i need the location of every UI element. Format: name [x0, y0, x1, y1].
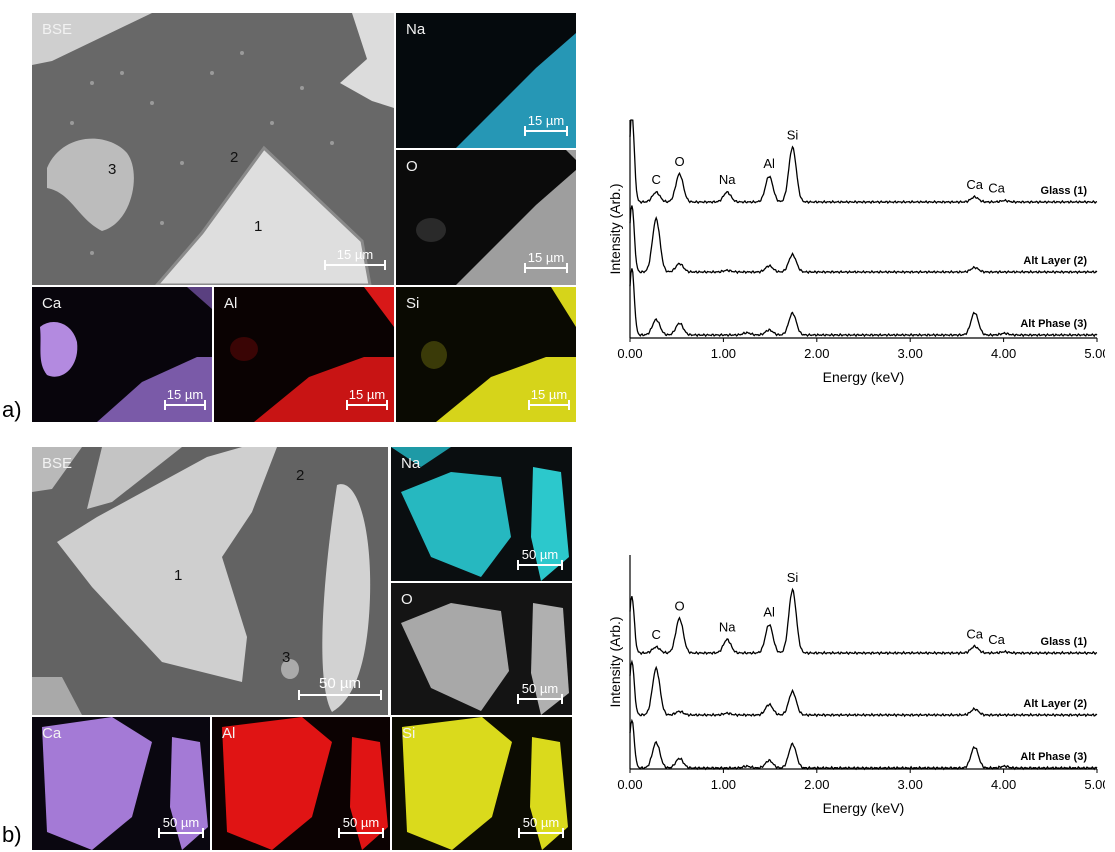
- map-na-b: Na 50 µm: [391, 447, 572, 581]
- x-tick-label: 2.00: [804, 777, 829, 792]
- spectrum-line: [629, 659, 1098, 718]
- bse-label-b: BSE: [42, 455, 73, 472]
- map-scalebar: 15 µm: [524, 113, 568, 136]
- map-label: Ca: [42, 295, 62, 312]
- map-si-b: Si 50 µm: [392, 717, 572, 850]
- x-tick-label: 0.00: [617, 346, 642, 361]
- peak-label: Ca: [966, 177, 983, 192]
- map-label: Al: [222, 725, 236, 742]
- peak-label: Al: [763, 605, 775, 620]
- eds-spectra-chart-b: 0.00 1.00 2.00 3.00 4.00 5.00 Energy (keV) Inte…: [607, 555, 1105, 816]
- series-label: Glass (1): [1041, 636, 1088, 648]
- x-tick-label: 4.00: [991, 346, 1016, 361]
- series-label: Alt Layer (2): [1023, 255, 1087, 267]
- spectrum-line: [629, 268, 1098, 338]
- map-ca-b: Ca 50 µm: [32, 717, 210, 850]
- map-scalebar: 50 µm: [517, 547, 563, 570]
- x-tick-label: 1.00: [711, 346, 736, 361]
- map-label: O: [406, 158, 418, 175]
- map-label: Al: [224, 295, 238, 312]
- phase-label-2-b: 2: [296, 467, 305, 484]
- series-label: Alt Phase (3): [1020, 751, 1087, 763]
- phase-label-3-a: 3: [108, 161, 117, 178]
- map-scalebar: 15 µm: [524, 250, 568, 273]
- bse-image-b: BSE 1 2 3 50 µm: [32, 447, 388, 715]
- peak-label: Ca: [988, 632, 1005, 647]
- map-na-a: Na 15 µm: [396, 13, 576, 148]
- map-scalebar: 50 µm: [518, 815, 564, 838]
- series-label: Glass (1): [1041, 185, 1088, 197]
- x-tick-label: 2.00: [804, 346, 829, 361]
- x-tick-label: 0.00: [617, 777, 642, 792]
- spectrum-line: [629, 718, 1098, 771]
- map-scalebar: 15 µm: [528, 387, 570, 410]
- y-axis-label: Intensity (Arb.): [607, 616, 623, 707]
- series-label: Alt Layer (2): [1023, 698, 1087, 710]
- x-axis-label: Energy (keV): [823, 800, 905, 816]
- bse-scalebar-a: 15 µm: [324, 247, 386, 270]
- map-label: Si: [402, 725, 416, 742]
- peak-label: Na: [719, 620, 736, 635]
- x-tick-label: 1.00: [711, 777, 736, 792]
- peak-label: Al: [763, 156, 775, 171]
- bse-image-a: BSE 1 2 3 15 µm: [32, 13, 394, 285]
- bse-scalebar-b: 50 µm: [298, 675, 382, 700]
- map-scalebar: 50 µm: [158, 815, 204, 838]
- panel-letter-a: a): [2, 397, 22, 422]
- peak-label: Na: [719, 172, 736, 187]
- map-label: O: [401, 591, 413, 608]
- peak-label: Ca: [988, 181, 1005, 196]
- x-tick-label: 5.00: [1084, 346, 1105, 361]
- phase-label-3-b: 3: [282, 649, 291, 666]
- peak-label: Ca: [966, 626, 983, 641]
- spectrum-line: [629, 587, 1098, 656]
- phase-label-1-a: 1: [254, 218, 263, 235]
- map-o-a: O 15 µm: [396, 150, 576, 285]
- map-al-a: Al 15 µm: [214, 287, 394, 422]
- peak-label: C: [651, 627, 660, 642]
- x-tick-label: 4.00: [991, 777, 1016, 792]
- map-scalebar: 15 µm: [164, 387, 206, 410]
- x-tick-label: 3.00: [898, 777, 923, 792]
- spectrum-line: [629, 205, 1098, 275]
- map-scalebar: 15 µm: [346, 387, 388, 410]
- series-label: Alt Phase (3): [1020, 318, 1087, 330]
- map-scalebar: 50 µm: [338, 815, 384, 838]
- y-axis-label: Intensity (Arb.): [607, 183, 623, 274]
- x-axis-label: Energy (keV): [823, 369, 905, 385]
- map-al-b: Al 50 µm: [212, 717, 390, 850]
- map-si-a: Si 15 µm: [396, 287, 576, 422]
- x-tick-label: 3.00: [898, 346, 923, 361]
- eds-spectra-chart-a: 0.00 1.00 2.00 3.00 4.00 5.00 Energy (keV) Inte…: [607, 119, 1105, 385]
- map-ca-a: Ca 15 µm: [32, 287, 212, 422]
- map-label: Na: [401, 455, 421, 472]
- peak-label: Si: [787, 570, 799, 585]
- x-tick-label: 5.00: [1084, 777, 1105, 792]
- peak-label: O: [674, 154, 684, 169]
- map-label: Ca: [42, 725, 62, 742]
- map-o-b: O 50 µm: [391, 583, 572, 715]
- map-label: Na: [406, 21, 426, 38]
- phase-label-2-a: 2: [230, 149, 239, 166]
- bse-label-a: BSE: [42, 21, 73, 38]
- phase-label-1-b: 1: [174, 567, 183, 584]
- spectrum-line: [629, 119, 1098, 205]
- panel-letter-b: b): [2, 822, 22, 847]
- map-label: Si: [406, 295, 420, 312]
- map-scalebar: 50 µm: [517, 681, 563, 704]
- peak-label: O: [674, 599, 684, 614]
- peak-label: Si: [787, 127, 799, 142]
- peak-label: C: [651, 172, 660, 187]
